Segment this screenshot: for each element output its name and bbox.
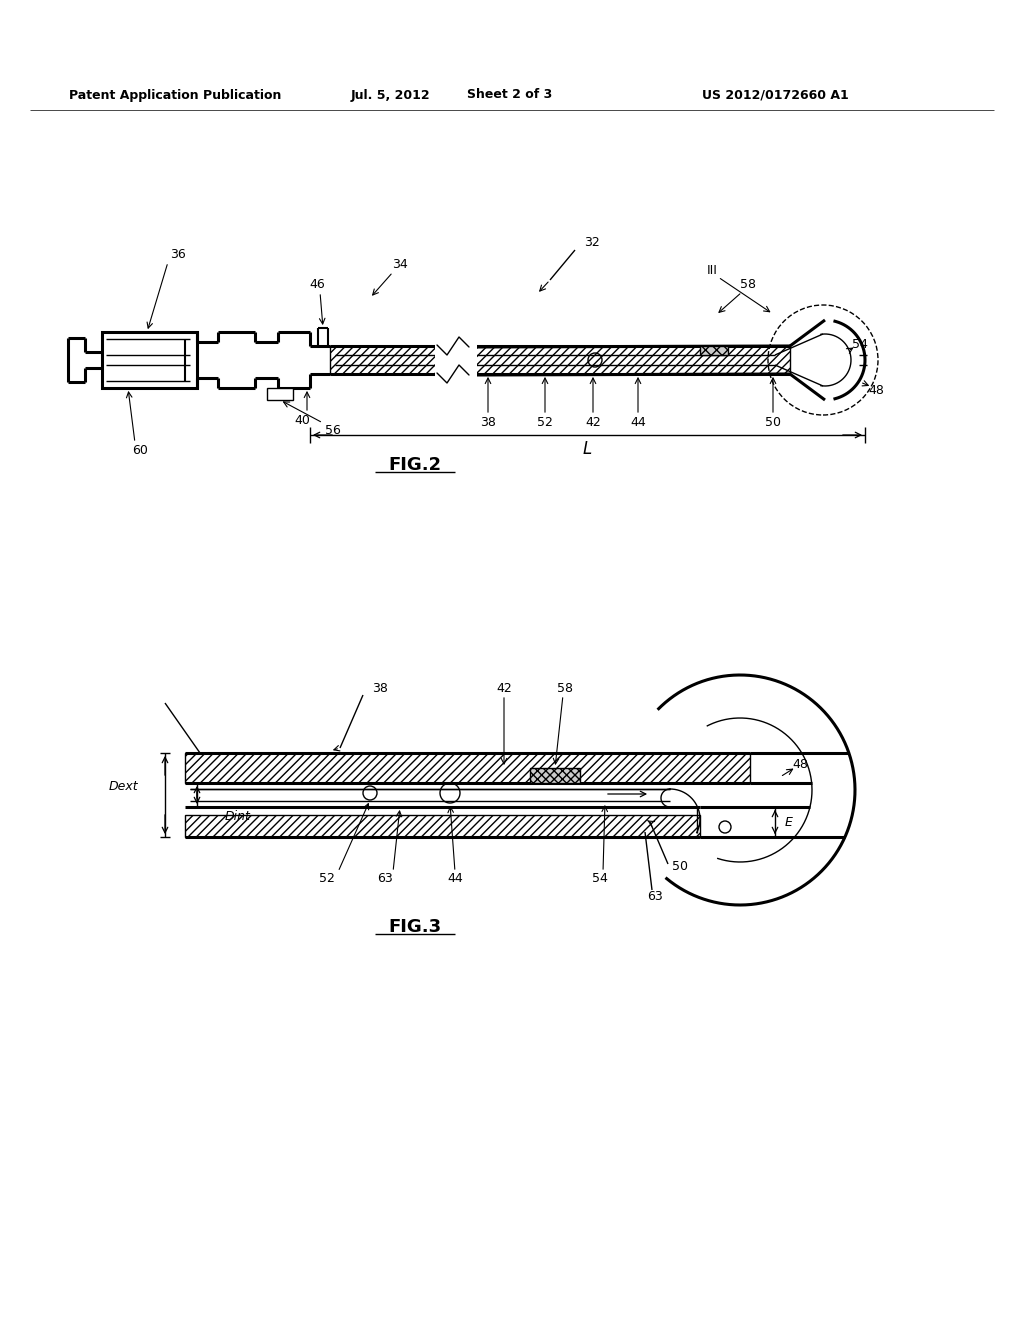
Text: 48: 48 bbox=[868, 384, 884, 396]
Bar bbox=[267, 388, 293, 400]
Text: 52: 52 bbox=[537, 416, 553, 429]
Text: 38: 38 bbox=[372, 681, 388, 694]
Text: Dint: Dint bbox=[225, 810, 251, 824]
Text: 50: 50 bbox=[765, 416, 781, 429]
Text: 58: 58 bbox=[740, 279, 756, 292]
Text: L: L bbox=[583, 440, 592, 458]
Text: 48: 48 bbox=[792, 759, 808, 771]
Bar bbox=[330, 346, 790, 374]
Text: 50: 50 bbox=[672, 861, 688, 874]
Text: 44: 44 bbox=[630, 416, 646, 429]
Text: 60: 60 bbox=[132, 444, 147, 457]
Bar bbox=[102, 333, 197, 388]
Text: 52: 52 bbox=[319, 873, 335, 886]
Bar bbox=[185, 752, 750, 783]
Text: FIG.2: FIG.2 bbox=[388, 455, 441, 474]
Text: Dext: Dext bbox=[109, 780, 138, 793]
Text: FIG.3: FIG.3 bbox=[388, 917, 441, 936]
Text: 42: 42 bbox=[585, 416, 601, 429]
Text: Sheet 2 of 3: Sheet 2 of 3 bbox=[467, 88, 553, 102]
Text: 42: 42 bbox=[496, 681, 512, 694]
Text: Patent Application Publication: Patent Application Publication bbox=[69, 88, 282, 102]
Bar bbox=[435, 343, 477, 378]
Text: 44: 44 bbox=[447, 873, 463, 886]
Text: 63: 63 bbox=[647, 891, 663, 903]
Text: 36: 36 bbox=[170, 248, 186, 261]
Bar bbox=[700, 346, 728, 355]
Text: III: III bbox=[707, 264, 718, 276]
Text: 63: 63 bbox=[377, 873, 393, 886]
Text: 56: 56 bbox=[325, 424, 341, 437]
Text: 54: 54 bbox=[852, 338, 868, 351]
Text: E: E bbox=[785, 816, 793, 829]
Text: 54: 54 bbox=[592, 873, 608, 886]
Text: 40: 40 bbox=[294, 413, 310, 426]
Text: 32: 32 bbox=[584, 235, 600, 248]
Bar bbox=[185, 814, 700, 837]
Text: 58: 58 bbox=[557, 681, 573, 694]
Text: US 2012/0172660 A1: US 2012/0172660 A1 bbox=[701, 88, 848, 102]
Text: Jul. 5, 2012: Jul. 5, 2012 bbox=[350, 88, 430, 102]
Bar bbox=[530, 768, 580, 783]
Text: 38: 38 bbox=[480, 416, 496, 429]
Text: 34: 34 bbox=[392, 259, 408, 272]
Text: 46: 46 bbox=[309, 279, 325, 292]
